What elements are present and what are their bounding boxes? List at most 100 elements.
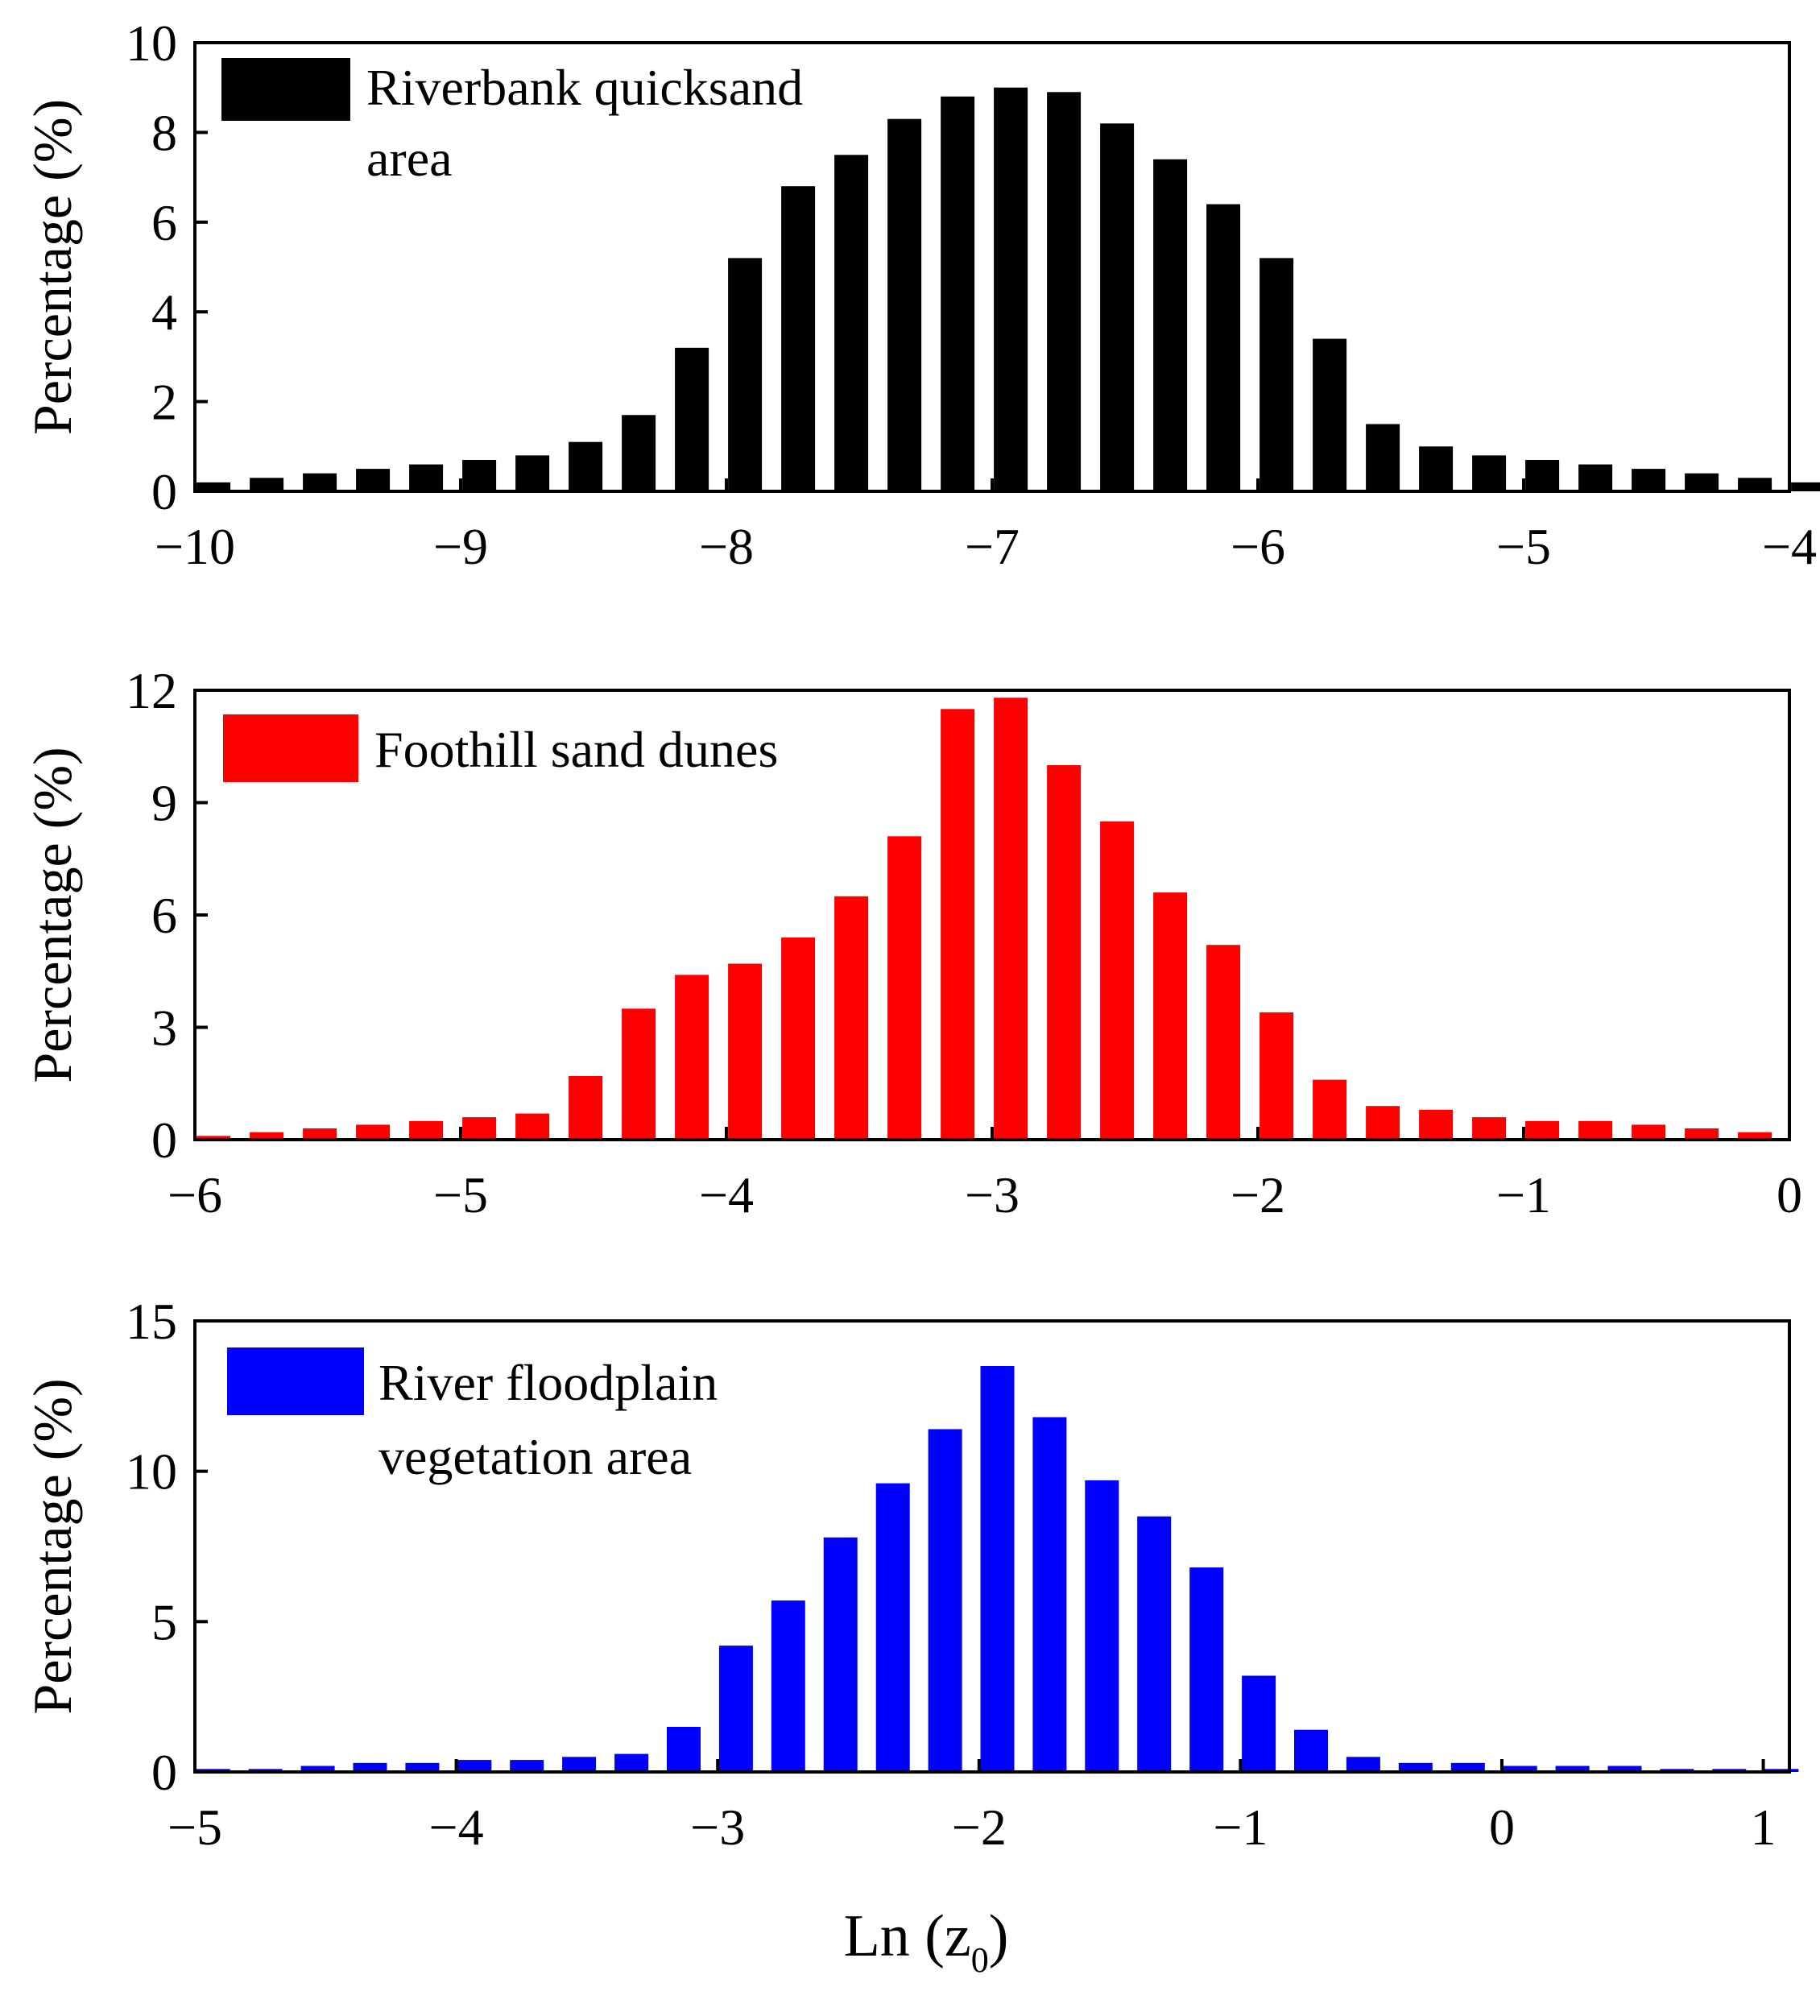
bar-riverbank-quicksand-28 <box>1685 473 1719 491</box>
bar-river-floodplain-vegetation-18 <box>1137 1516 1172 1772</box>
bar-foothill-sand-dunes-9 <box>675 975 709 1140</box>
bar-foothill-sand-dunes-19 <box>1206 945 1241 1140</box>
y-tick-label-riverbank-quicksand-2: 4 <box>151 284 177 341</box>
bar-foothill-sand-dunes-8 <box>622 1008 656 1140</box>
x-axis-label-subscript: 0 <box>971 1940 989 1980</box>
y-tick-label-foothill-sand-dunes-1: 3 <box>151 1000 177 1057</box>
bar-river-floodplain-vegetation-17 <box>1085 1480 1119 1772</box>
bar-foothill-sand-dunes-16 <box>1047 765 1082 1140</box>
bar-riverbank-quicksand-15 <box>994 87 1028 491</box>
x-axis-label-main: Ln (z <box>844 1903 971 1969</box>
y-axis-label-foothill-sand-dunes: Percentage (%) <box>22 747 83 1083</box>
bar-riverbank-quicksand-30 <box>1791 482 1820 491</box>
bar-foothill-sand-dunes-15 <box>994 698 1028 1140</box>
bar-foothill-sand-dunes-10 <box>728 963 763 1140</box>
y-tick-label-foothill-sand-dunes-4: 12 <box>126 662 177 719</box>
bar-river-floodplain-vegetation-15 <box>980 1366 1015 1772</box>
x-tick-label-foothill-sand-dunes-4: −2 <box>1231 1166 1285 1223</box>
bar-riverbank-quicksand-22 <box>1366 424 1400 491</box>
bar-riverbank-quicksand-16 <box>1047 92 1082 492</box>
bar-riverbank-quicksand-17 <box>1100 123 1135 492</box>
legend-swatch-river-floodplain-vegetation <box>227 1347 364 1415</box>
bar-riverbank-quicksand-10 <box>728 258 763 491</box>
y-tick-label-riverbank-quicksand-5: 10 <box>126 14 177 72</box>
plot-frame-river-floodplain-vegetation <box>193 1319 1791 1774</box>
bar-riverbank-quicksand-14 <box>941 96 975 492</box>
chart-riverbank-quicksand: 0 2 4 6 8 10 −10 −9 −8 −7 −6 −5 −4 Percentage (%) Rive… <box>22 14 1820 575</box>
bar-river-floodplain-vegetation-6 <box>510 1760 544 1772</box>
bar-foothill-sand-dunes-29 <box>1738 1132 1772 1140</box>
bar-river-floodplain-vegetation-9 <box>667 1727 701 1772</box>
bar-foothill-sand-dunes-3 <box>356 1124 391 1140</box>
x-tick-label-foothill-sand-dunes-0: −6 <box>168 1166 222 1223</box>
bar-foothill-sand-dunes-17 <box>1100 821 1135 1140</box>
bar-foothill-sand-dunes-12 <box>834 896 869 1140</box>
bar-riverbank-quicksand-4 <box>409 464 444 491</box>
x-axis-label: Ln (z0) <box>844 1903 1009 1980</box>
y-tick-label-riverbank-quicksand-3: 6 <box>151 194 177 251</box>
bar-riverbank-quicksand-7 <box>569 441 603 491</box>
x-tick-label-foothill-sand-dunes-5: −1 <box>1496 1166 1551 1223</box>
legend-swatch-foothill-sand-dunes <box>223 714 358 782</box>
bar-foothill-sand-dunes-2 <box>303 1128 337 1140</box>
bar-riverbank-quicksand-25 <box>1525 460 1560 491</box>
bar-riverbank-quicksand-2 <box>303 473 337 491</box>
bar-river-floodplain-vegetation-22 <box>1346 1757 1380 1772</box>
bar-riverbank-quicksand-27 <box>1632 469 1666 491</box>
y-tick-label-foothill-sand-dunes-2: 6 <box>151 887 177 944</box>
bar-riverbank-quicksand-29 <box>1738 478 1772 491</box>
bar-river-floodplain-vegetation-4 <box>405 1762 440 1772</box>
bar-river-floodplain-vegetation-21 <box>1294 1729 1328 1772</box>
y-tick-label-river-floodplain-vegetation-1: 5 <box>151 1593 177 1650</box>
x-tick-label-river-floodplain-vegetation-4: −1 <box>1213 1799 1268 1856</box>
y-tick-label-riverbank-quicksand-4: 8 <box>151 104 177 161</box>
bar-river-floodplain-vegetation-8 <box>614 1753 649 1772</box>
bar-riverbank-quicksand-12 <box>834 155 869 492</box>
bar-foothill-sand-dunes-13 <box>887 836 922 1140</box>
bar-river-floodplain-vegetation-20 <box>1242 1675 1276 1772</box>
x-tick-label-foothill-sand-dunes-6: 0 <box>1777 1166 1802 1223</box>
bar-river-floodplain-vegetation-7 <box>562 1757 597 1772</box>
bar-foothill-sand-dunes-24 <box>1472 1117 1507 1140</box>
x-tick-label-river-floodplain-vegetation-6: 1 <box>1751 1799 1777 1856</box>
x-tick-label-foothill-sand-dunes-3: −3 <box>965 1166 1020 1223</box>
bar-river-floodplain-vegetation-24 <box>1450 1762 1485 1772</box>
bar-riverbank-quicksand-23 <box>1419 446 1454 491</box>
bar-foothill-sand-dunes-14 <box>941 709 975 1140</box>
bar-riverbank-quicksand-11 <box>781 186 816 491</box>
bar-river-floodplain-vegetation-25 <box>1503 1766 1537 1772</box>
bar-river-floodplain-vegetation-14 <box>928 1429 962 1772</box>
bar-foothill-sand-dunes-27 <box>1632 1124 1666 1140</box>
bar-foothill-sand-dunes-6 <box>515 1113 550 1140</box>
x-axis-label-close: ) <box>989 1903 1009 1969</box>
bar-river-floodplain-vegetation-2 <box>300 1766 335 1772</box>
bar-foothill-sand-dunes-25 <box>1525 1120 1560 1140</box>
x-tick-label-river-floodplain-vegetation-0: −5 <box>168 1799 222 1856</box>
bar-foothill-sand-dunes-23 <box>1419 1109 1454 1140</box>
x-tick-label-riverbank-quicksand-6: −4 <box>1762 518 1817 575</box>
chart-foothill-sand-dunes: 0 3 6 9 12 −6 −5 −4 −3 −2 −1 0 Percentage (%) Foothil… <box>22 662 1802 1223</box>
bar-foothill-sand-dunes-18 <box>1153 892 1188 1140</box>
bar-foothill-sand-dunes-11 <box>781 937 816 1140</box>
x-tick-label-river-floodplain-vegetation-3: −2 <box>952 1799 1007 1856</box>
bar-foothill-sand-dunes-4 <box>409 1120 444 1140</box>
bar-foothill-sand-dunes-0 <box>196 1136 231 1140</box>
y-axis-label-river-floodplain-vegetation: Percentage (%) <box>22 1378 83 1714</box>
y-tick-label-river-floodplain-vegetation-3: 15 <box>126 1293 177 1350</box>
x-tick-label-river-floodplain-vegetation-1: −4 <box>429 1799 484 1856</box>
legend-text-river-floodplain-vegetation-1: vegetation area <box>378 1428 692 1485</box>
bar-river-floodplain-vegetation-19 <box>1189 1567 1224 1772</box>
x-tick-label-riverbank-quicksand-3: −7 <box>965 518 1020 575</box>
bar-river-floodplain-vegetation-26 <box>1555 1766 1590 1772</box>
bar-riverbank-quicksand-8 <box>622 415 656 491</box>
legend-swatch-riverbank-quicksand <box>221 58 350 121</box>
bar-foothill-sand-dunes-20 <box>1260 1012 1294 1140</box>
bar-riverbank-quicksand-0 <box>196 482 231 491</box>
bar-riverbank-quicksand-5 <box>462 460 497 491</box>
bar-river-floodplain-vegetation-27 <box>1607 1766 1642 1772</box>
y-tick-label-riverbank-quicksand-0: 0 <box>151 463 177 520</box>
legend-text-riverbank-quicksand-1: area <box>366 130 453 187</box>
x-tick-label-riverbank-quicksand-5: −5 <box>1496 518 1551 575</box>
bar-riverbank-quicksand-6 <box>515 455 550 491</box>
